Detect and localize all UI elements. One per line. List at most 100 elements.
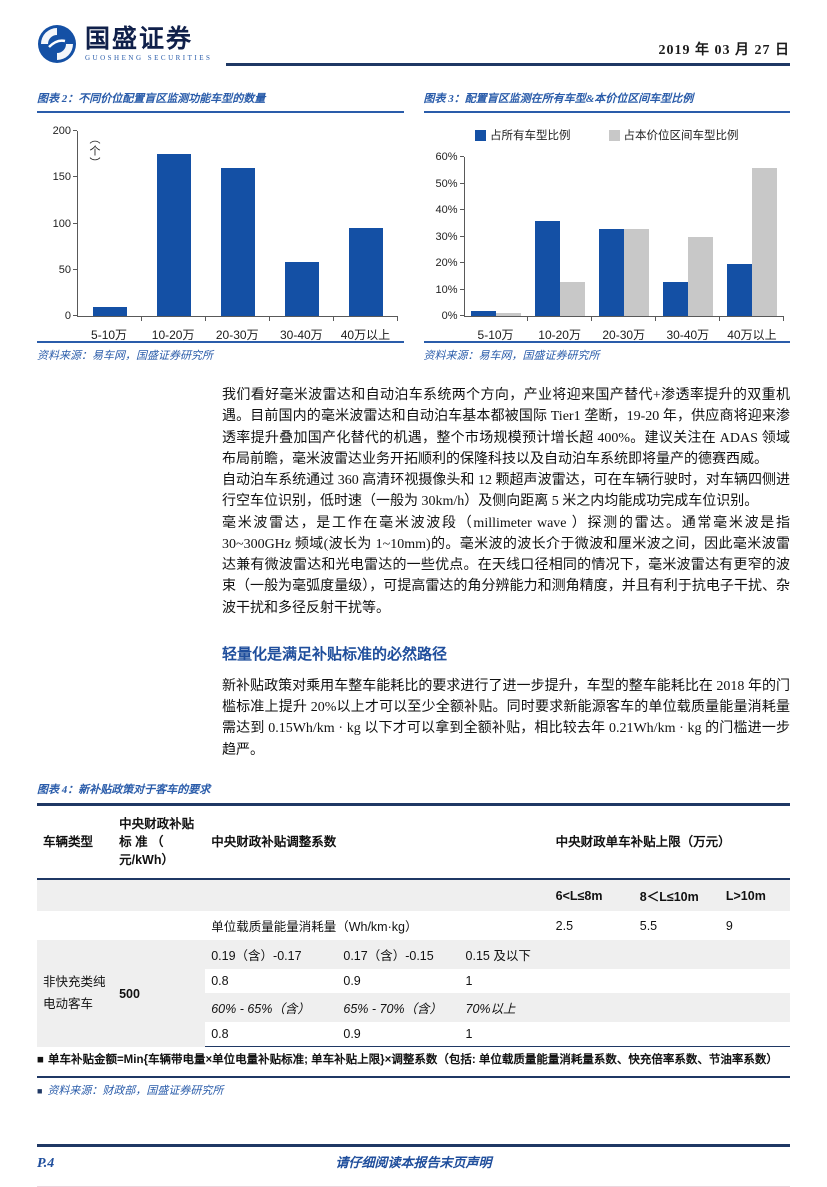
note-text: 单车补贴金额=Min{车辆带电量×单位电量补贴标准; 单车补贴上限}×调整系数（…: [47, 1054, 778, 1067]
length-col-2: 8＜L≤10m: [639, 890, 699, 905]
figure-4-title: 图表 4：新补贴政策对于客车的要求: [37, 783, 211, 796]
cap-over-10m: 9: [725, 918, 733, 933]
bar-group: [142, 131, 206, 321]
cap-8-10m: 5.5: [639, 918, 658, 933]
y-tick-label: 50: [58, 263, 71, 276]
bar-group: [720, 157, 785, 321]
y-tick-mark: [459, 315, 464, 316]
x-tick-label: 5-10万: [91, 328, 128, 342]
consumption-label: 单位载质量能量消耗量（Wh/km·kg）: [211, 920, 418, 935]
x-tick-mark: [655, 317, 657, 321]
y-tick-mark: [73, 130, 77, 131]
bar-series-1: [156, 154, 191, 316]
bar-groups: [78, 131, 398, 321]
y-tick-mark: [459, 156, 464, 157]
legend-swatch: [608, 129, 620, 141]
bar-series-1: [348, 228, 383, 316]
brand-subtitle: GUOSHENG SECURITIES: [85, 53, 213, 62]
x-tick-label: 40万以上: [340, 328, 391, 342]
x-tick-label: 20-30万: [215, 328, 259, 342]
y-tick-mark: [459, 235, 464, 237]
figure-3: 图表 3：配置盲区监测在所有车型&本价位区间车型比例 占所有车型比例 占本价位区间…: [423, 90, 791, 363]
y-tick-label: 10%: [435, 283, 458, 296]
figure-2: 图表 2：不同价位配置盲区监测功能车型的数量 0 50 100 150 200 （个） 5-…: [37, 90, 404, 363]
figure-2-chart: 0 50 100 150 200 （个） 5-10万 10-20万 20-30万 30-40万 40…: [37, 125, 404, 342]
x-tick-mark: [783, 317, 785, 321]
bar-series-1: [663, 281, 689, 316]
bar-series-1: [471, 310, 497, 316]
report-header: 国盛证券 GUOSHENG SECURITIES 2019 年 03 月 27 …: [37, 24, 790, 66]
x-tick-label: 5-10万: [477, 328, 514, 342]
y-tick-label: 40%: [435, 204, 458, 216]
y-tick-mark: [73, 315, 77, 316]
y-tick-label: 0%: [441, 310, 458, 322]
paragraph-4: 新补贴政策对乘用车整车能耗比的要求进行了进一步提升，车型的整车能耗比在 2018…: [222, 678, 790, 758]
x-tick-mark: [140, 317, 142, 321]
bar-group: [78, 131, 142, 321]
col-header-adjust-coeff: 中央财政补贴调整系数: [205, 804, 550, 881]
x-tick-label: 30-40万: [666, 328, 710, 342]
y-tick-label: 50%: [435, 177, 458, 190]
bar-group: [656, 157, 721, 321]
guosheng-logo-icon: [38, 25, 76, 63]
bin2-1: 60% - 65%（含）: [211, 1002, 310, 1017]
x-tick-mark: [591, 317, 593, 321]
y-tick-label: 150: [52, 171, 71, 184]
x-axis-labels: 5-10万 10-20万 20-30万 30-40万 40万以上: [77, 321, 398, 342]
cap-6-8m: 2.5: [555, 918, 574, 933]
bin2-3: 70%以上: [465, 1002, 516, 1017]
coef1-3: 1: [465, 974, 473, 989]
footer-disclaimer: 请仔细阅读本报告末页声明: [335, 1154, 492, 1170]
plot: 0 50 100 150 200 （个） 5-10万 10-20万 20-30万 30-40万 40…: [37, 125, 404, 342]
y-axis-unit-label: （个）: [88, 133, 100, 169]
bar-series-1: [92, 306, 127, 316]
figure-3-chart: 占所有车型比例 占本价位区间车型比例 0% 10% 20% 30% 40% 50% 60% 5-1…: [424, 127, 791, 342]
plot-area: 0 50 100 150 200 （个）: [53, 125, 398, 322]
body-text: 我们看好毫米波雷达和自动泊车系统两个方向，产业将迎来国产替代+渗透率提升的双重机…: [222, 385, 790, 619]
y-tick-label: 30%: [435, 230, 458, 243]
page-number: P.4: [37, 1155, 55, 1171]
bar-series-1: [727, 264, 753, 316]
coef2-2: 0.9: [337, 1022, 460, 1048]
bin1-1: 0.19（含）-0.17: [211, 949, 302, 964]
y-tick-mark: [459, 182, 464, 184]
y-tick-label: 100: [52, 217, 71, 230]
legend-swatch: [475, 129, 486, 141]
bar-group: [334, 131, 398, 321]
y-tick-mark: [459, 288, 464, 290]
coef2-1: 0.8: [205, 1022, 338, 1048]
y-tick-mark: [73, 176, 77, 178]
col-header-vehicle-type: 车辆类型: [37, 804, 114, 881]
paragraph-3: 毫米波雷达，是工作在毫米波波段（millimeter wave ）探测的雷达。通…: [222, 515, 790, 616]
x-tick-label: 10-20万: [151, 328, 195, 342]
bin1-3: 0.15 及以下: [465, 949, 531, 964]
chart-legend: 占所有车型比例 占本价位区间车型比例: [424, 127, 791, 143]
bar-group: [592, 157, 657, 321]
figure-3-title: 图表 3：配置盲区监测在所有车型&本价位区间车型比例: [423, 90, 790, 113]
header-rule: 2019 年 03 月 27 日: [226, 39, 790, 66]
standard-value-cell: 500: [119, 986, 140, 1001]
figure-4: 图表 4：新补贴政策对于客车的要求 车辆类型 中央财政补贴标 准 （ 元/kWh…: [37, 781, 790, 1098]
y-tick-mark: [73, 222, 77, 224]
bar-series-2: [688, 236, 714, 316]
bar-series-2: [624, 228, 650, 316]
bar-series-1: [220, 168, 255, 316]
bar-group: [528, 157, 593, 321]
x-tick-mark: [719, 317, 721, 321]
bar-series-1: [535, 220, 561, 316]
brand: 国盛证券 GUOSHENG SECURITIES: [37, 24, 212, 66]
bar-group: [206, 131, 270, 321]
y-tick-label: 60%: [435, 151, 458, 163]
figure-3-source: 资料来源：易车网，国盛证券研究所: [423, 341, 790, 363]
x-tick-label: 20-30万: [602, 328, 646, 342]
y-tick-label: 0: [64, 310, 71, 322]
source-bullet: ■: [37, 1085, 43, 1096]
note-bullet: ■: [37, 1054, 44, 1067]
y-tick-label: 200: [52, 125, 71, 137]
bin1-2: 0.17（含）-0.15: [343, 949, 434, 964]
x-tick-label: 40万以上: [727, 328, 777, 342]
bar-series-1: [599, 228, 625, 316]
coef1-1: 0.8: [211, 974, 229, 989]
x-tick-mark: [268, 317, 270, 321]
